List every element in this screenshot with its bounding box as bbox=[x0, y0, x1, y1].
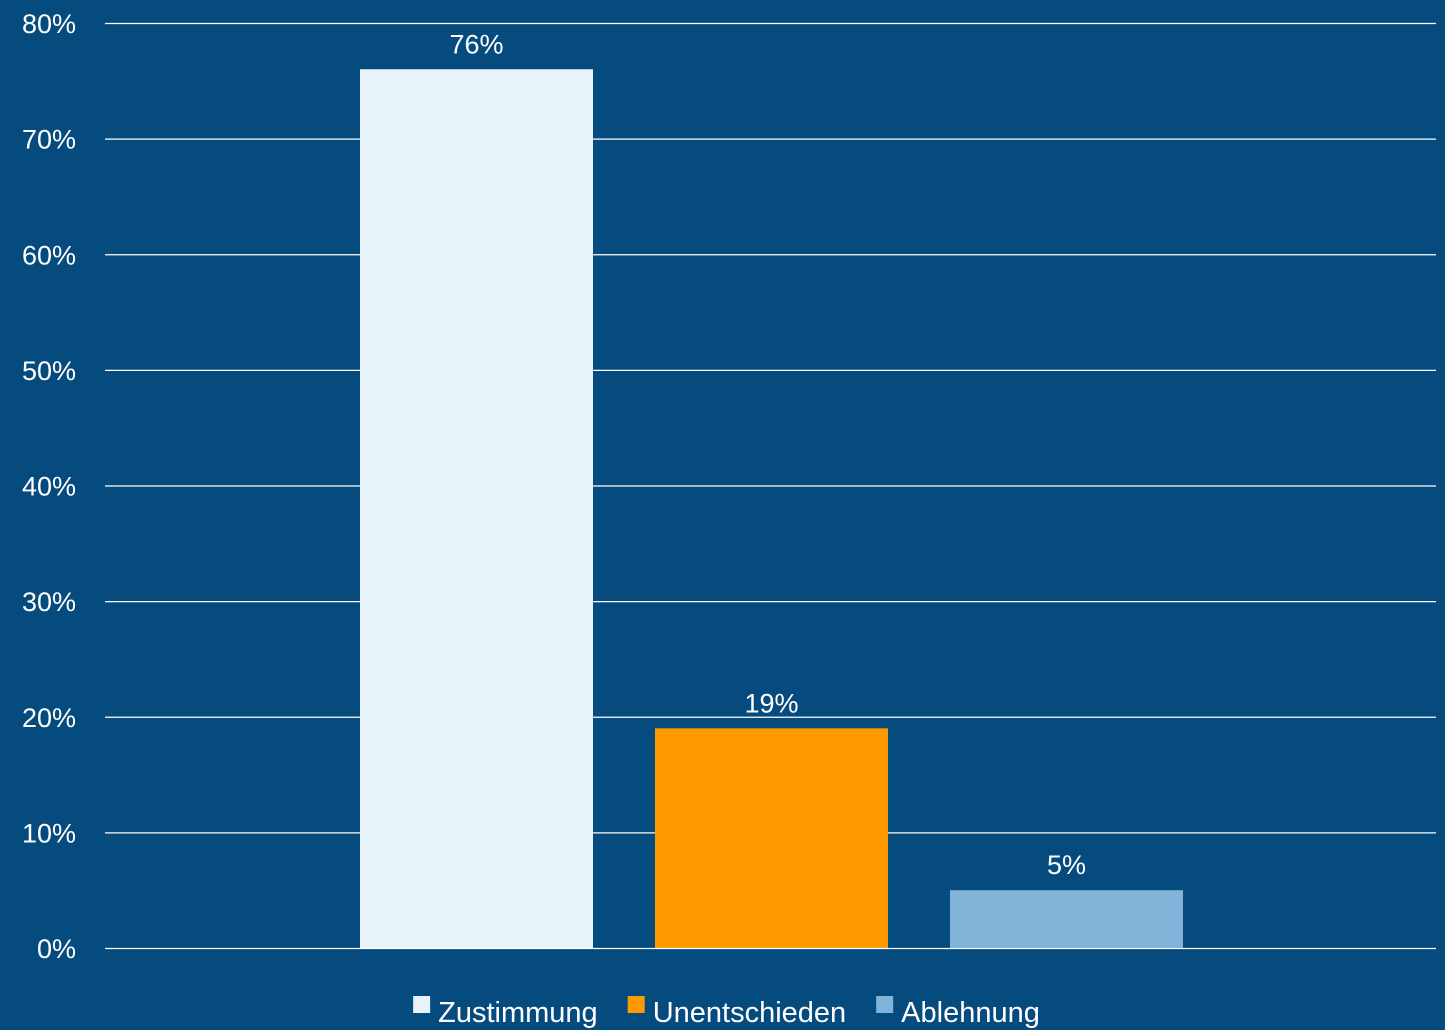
y-tick-label: 50% bbox=[22, 356, 76, 386]
y-axis-ticks: 0% 10% 20% 30% 40% 50% 60% 70% 80% bbox=[22, 9, 76, 964]
legend-label-unentschieden: Unentschieden bbox=[653, 997, 846, 1029]
y-tick-label: 60% bbox=[22, 240, 76, 270]
y-tick-label: 20% bbox=[22, 703, 76, 733]
legend-label-ablehnung: Ablehnung bbox=[901, 997, 1040, 1029]
legend-swatch-zustimmung bbox=[413, 996, 431, 1013]
bars bbox=[360, 69, 1183, 948]
y-tick-label: 70% bbox=[22, 125, 76, 155]
data-labels: 76% 19% 5% bbox=[449, 29, 1086, 880]
data-label: 76% bbox=[449, 29, 503, 59]
bar-zustimmung bbox=[360, 69, 593, 948]
y-tick-label: 30% bbox=[22, 587, 76, 617]
y-tick-label: 40% bbox=[22, 472, 76, 502]
legend-swatch-ablehnung bbox=[876, 996, 894, 1013]
y-tick-label: 10% bbox=[22, 818, 76, 848]
legend-label-zustimmung: Zustimmung bbox=[438, 997, 598, 1029]
bar-unentschieden bbox=[655, 728, 888, 948]
legend-swatch-unentschieden bbox=[627, 996, 645, 1013]
legend: Zustimmung Unentschieden Ablehnung bbox=[413, 996, 1040, 1029]
data-label: 5% bbox=[1047, 850, 1086, 880]
y-tick-label: 0% bbox=[37, 934, 76, 964]
y-tick-label: 80% bbox=[22, 9, 76, 39]
bar-ablehnung bbox=[950, 890, 1183, 948]
data-label: 19% bbox=[744, 688, 798, 718]
